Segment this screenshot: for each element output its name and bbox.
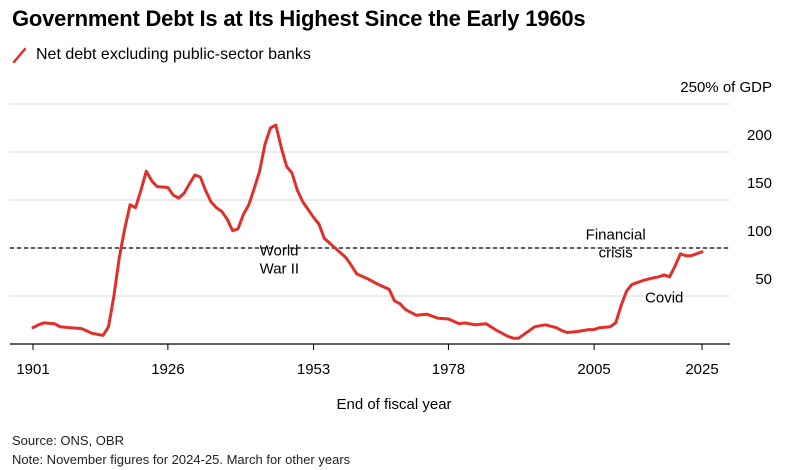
x-tick-label-2025: 2025 [685, 361, 718, 378]
annotation-1-line-1: crisis [599, 244, 633, 261]
footnote: Note: November figures for 2024-25. Marc… [12, 452, 351, 467]
x-tick-label-1901: 1901 [16, 361, 49, 378]
annotation-0-line-0: World [260, 243, 299, 260]
chart-title: Government Debt Is at Its Highest Since … [12, 6, 586, 31]
y-tick-label-150: 150 [747, 175, 772, 192]
annotation-0-line-1: War II [260, 261, 299, 278]
y-tick-label-250: 250% of GDP [680, 79, 772, 96]
annotation-2: Covid [645, 290, 683, 307]
y-tick-label-200: 200 [747, 127, 772, 144]
legend-label: Net debt excluding public-sector banks [36, 46, 311, 63]
annotation-1-line-0: Financial [586, 226, 646, 243]
annotation-0: World War II [260, 243, 299, 278]
x-tick-label-1953: 1953 [297, 361, 330, 378]
source-note: Source: ONS, OBR [12, 433, 124, 448]
y-tick-label-50: 50 [755, 271, 772, 288]
series-line-0 [31, 123, 704, 340]
x-tick-label-2005: 2005 [577, 361, 610, 378]
x-axis-title: End of fiscal year [336, 396, 451, 413]
legend: Net debt excluding public-sector banks [12, 44, 311, 66]
annotation-2-line-0: Covid [645, 290, 683, 307]
legend-line-swatch [12, 47, 27, 64]
annotation-1: Financial crisis [586, 226, 646, 261]
y-tick-label-100: 100 [747, 223, 772, 240]
x-tick-label-1926: 1926 [151, 361, 184, 378]
x-tick-label-1978: 1978 [432, 361, 465, 378]
